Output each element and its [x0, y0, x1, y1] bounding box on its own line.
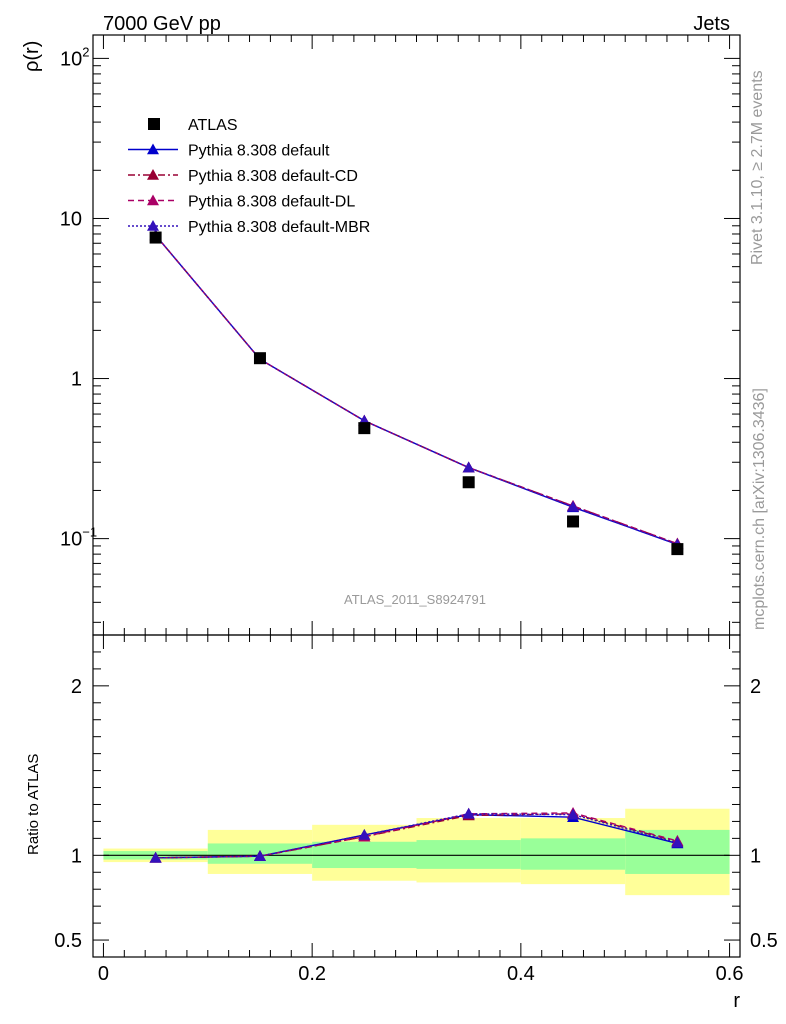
data-point-4: [567, 515, 580, 528]
data-point-3: [462, 476, 475, 489]
legend-marker-dl: [147, 194, 159, 206]
ratio-marker-mbr-5: [671, 836, 684, 848]
main-marker-mbr-4: [567, 500, 580, 512]
x-tick-label: 0.6: [716, 963, 744, 985]
data-point-1: [253, 352, 266, 365]
ratio-marker-mbr-2: [358, 828, 371, 840]
main-y-tick-label: 1: [71, 369, 82, 391]
ratio-marker-mbr-0: [149, 851, 162, 863]
main-line-default: [155, 234, 678, 546]
main-line-dl: [155, 234, 678, 545]
ratio-series-lines: [149, 806, 684, 863]
ratio-y-tick-label-right: 2: [750, 676, 761, 698]
ratio-uncertainty-bands: [103, 808, 730, 896]
ratio-line-dl: [155, 812, 678, 859]
main-marker-mbr-3: [462, 461, 475, 473]
main-series-lines: [149, 229, 684, 550]
ratio-y-tick-label-right: 0.5: [750, 930, 778, 952]
ratio-y-tick-label-left: 1: [71, 845, 82, 867]
ratio-marker-mbr-4: [567, 808, 580, 820]
main-y-tick-label: 102: [60, 44, 89, 70]
x-tick-label: 0.2: [298, 963, 326, 985]
rivet-label: Rivet 3.1.10, ≥ 2.7M events: [749, 70, 766, 265]
main-y-tick-label: 10−1: [60, 525, 97, 551]
header-right-title: Jets: [693, 13, 730, 35]
x-tick-label: 0: [98, 963, 109, 985]
legend-label: Pythia 8.308 default-CD: [188, 168, 358, 185]
ratio-y-tick-label-left: 0.5: [54, 930, 82, 952]
ratio-y-axis-title: Ratio to ATLAS: [25, 754, 42, 855]
data-point-5: [671, 543, 684, 556]
main-line-mbr: [155, 234, 678, 546]
legend-label: Pythia 8.308 default-MBR: [188, 219, 370, 236]
mcplots-label: mcplots.cern.ch [arXiv:1306.3436]: [751, 388, 768, 630]
data-point-2: [358, 422, 371, 435]
watermark: ATLAS_2011_S8924791: [344, 592, 486, 607]
legend-marker-atlas: [148, 118, 160, 130]
legend-marker-default: [147, 143, 159, 155]
x-tick-label: 0.4: [507, 963, 535, 985]
inner-band-3: [416, 840, 521, 869]
ratio-frame: [92, 634, 741, 958]
ratio-marker-mbr-1: [253, 850, 266, 861]
legend-label: Pythia 8.308 default-DL: [188, 194, 355, 211]
ratio-y-tick-label-right: 1: [750, 845, 761, 867]
inner-band-4: [520, 838, 626, 870]
main-data-points: [149, 231, 684, 556]
ratio-line-mbr: [155, 813, 678, 859]
ratio-y-tick-label-left: 2: [71, 676, 82, 698]
legend-marker-cd: [147, 169, 159, 180]
ratio-marker-mbr-3: [462, 807, 475, 819]
main-y-tick-label: 10: [60, 208, 82, 230]
x-axis-title: r: [733, 990, 740, 1012]
data-point-0: [149, 231, 162, 244]
header-left-title: 7000 GeV pp: [103, 13, 221, 35]
legend-label: ATLAS: [188, 117, 238, 134]
ratio-line-cd: [155, 813, 678, 859]
legend-marker-mbr: [147, 220, 159, 231]
main-line-cd: [155, 234, 678, 545]
main-y-axis-title: ρ(r): [21, 41, 43, 72]
legend-label: Pythia 8.308 default: [188, 143, 330, 160]
legend: ATLAS Pythia 8.308 default Pythia 8.308 de…: [128, 117, 370, 236]
